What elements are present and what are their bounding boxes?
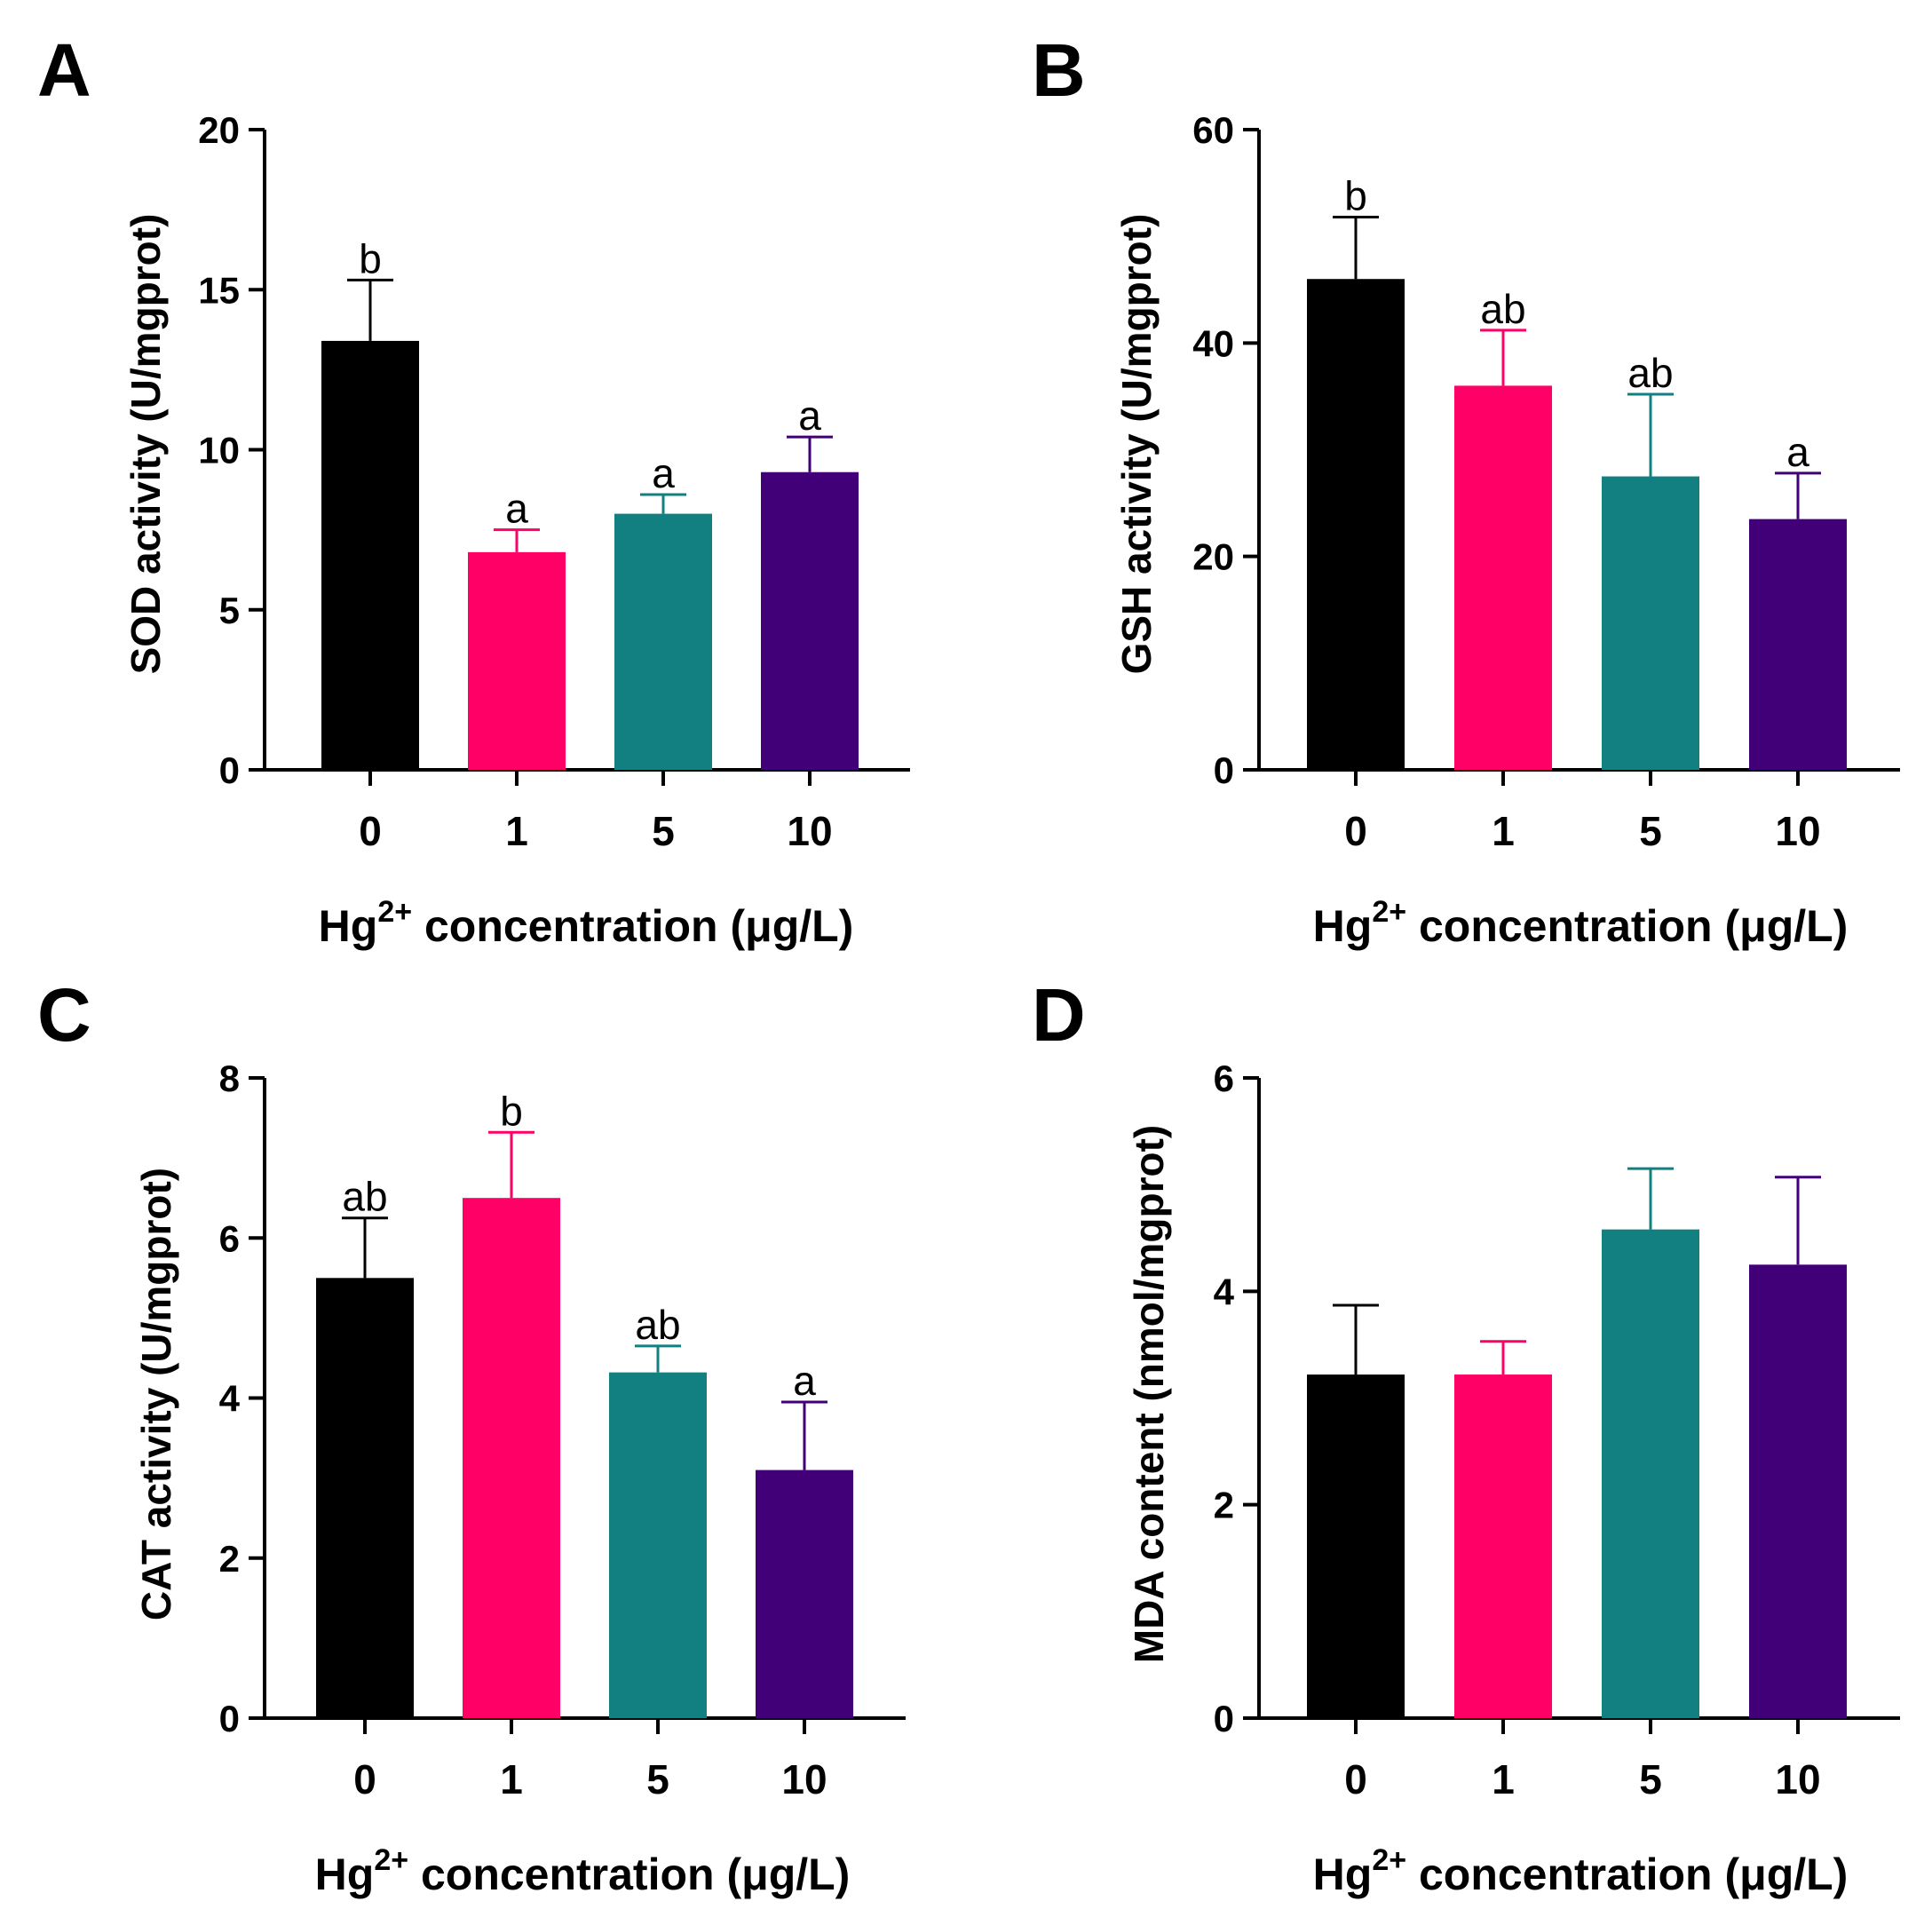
panel-b-xtick-label: 10 xyxy=(1775,808,1820,854)
panel-c-bar-0 xyxy=(316,1278,414,1718)
panel-a-xtick-label: 5 xyxy=(652,808,675,854)
panel-b-sig-letter-10: a xyxy=(1786,429,1809,475)
panel-c-letter: C xyxy=(37,973,91,1057)
panel-b-bar-0 xyxy=(1307,279,1405,770)
panel-a-xtick-label: 10 xyxy=(787,808,832,854)
panel-b-bar-10 xyxy=(1749,519,1847,770)
panel-b-ytick-label: 60 xyxy=(1192,109,1234,151)
panel-a-ytick-label: 15 xyxy=(198,269,240,311)
panel-c-xtick-label: 10 xyxy=(781,1756,827,1802)
panel-a-letter: A xyxy=(37,28,91,112)
panel-d-letter: D xyxy=(1032,973,1086,1057)
chart-panel-d: D 0 2 4 6 MDA content (nmol/mgprot) 0 1 5 10 Hg2+ … xyxy=(1032,973,1900,1899)
chart-panel-a: A 0 5 10 15 20 SOD activity (U/mgprot) b 0 a 1 a 5 a 1… xyxy=(37,28,910,951)
panel-c-xtick-label: 0 xyxy=(353,1756,376,1802)
panel-c-ytick-label: 6 xyxy=(219,1217,240,1259)
panel-d-x-axis-label: Hg2+ concentration (μg/L) xyxy=(1313,1843,1849,1899)
panel-b-xtick-label: 1 xyxy=(1492,808,1515,854)
panel-a-ytick-label: 10 xyxy=(198,430,240,471)
panel-d-bar-5 xyxy=(1602,1229,1699,1718)
panel-b-sig-letter-5: ab xyxy=(1627,350,1673,396)
panel-c-ytick-label: 4 xyxy=(219,1378,241,1420)
panel-b-sig-letter-0: b xyxy=(1344,173,1367,219)
panel-d-bar-0 xyxy=(1307,1374,1405,1718)
panel-c-sig-letter-10: a xyxy=(793,1358,816,1404)
panel-c-ytick-label: 0 xyxy=(219,1698,240,1739)
chart-panel-b: B 0 20 40 60 GSH activity (U/mgprot) b 0 ab 1 ab 5 a… xyxy=(1032,28,1900,951)
panel-a-sig-letter-1: a xyxy=(505,486,528,532)
panel-a-ytick-label: 5 xyxy=(219,590,240,631)
panel-c-sig-letter-0: ab xyxy=(342,1174,387,1220)
panel-c-bar-10 xyxy=(756,1469,853,1718)
panel-b-ytick-label: 40 xyxy=(1192,322,1234,364)
panel-a-bar-0 xyxy=(321,340,419,770)
panel-a-xtick-label: 0 xyxy=(359,808,382,854)
panel-d-ytick-label: 0 xyxy=(1214,1698,1234,1739)
panel-a-ytick-label: 0 xyxy=(219,749,240,791)
panel-a-bar-1 xyxy=(468,551,566,770)
panel-b-xtick-label: 0 xyxy=(1344,808,1367,854)
panel-c-sig-letter-1: b xyxy=(500,1088,523,1134)
panel-d-bar-10 xyxy=(1749,1264,1847,1718)
panel-b-ytick-label: 0 xyxy=(1214,749,1234,791)
panel-b-x-axis-label: Hg2+ concentration (μg/L) xyxy=(1313,895,1849,951)
panel-b-letter: B xyxy=(1032,28,1086,112)
panel-b-bar-5 xyxy=(1602,476,1699,770)
panel-c-y-axis-label: CAT activity (U/mgprot) xyxy=(133,1168,179,1620)
panel-d-xtick-label: 1 xyxy=(1492,1756,1515,1802)
panel-d-bar-1 xyxy=(1454,1374,1552,1718)
panel-b-xtick-label: 5 xyxy=(1639,808,1662,854)
panel-a-sig-letter-0: b xyxy=(359,235,382,281)
panel-a-bar-10 xyxy=(761,471,859,770)
panel-d-ytick-label: 6 xyxy=(1214,1058,1234,1099)
panel-d-y-axis-label: MDA content (nmol/mgprot) xyxy=(1126,1125,1172,1663)
panel-d-xtick-label: 0 xyxy=(1344,1756,1367,1802)
panel-c-bar-1 xyxy=(463,1198,560,1718)
panel-a-ytick-label: 20 xyxy=(198,109,240,151)
panel-d-ytick-label: 2 xyxy=(1214,1485,1234,1526)
panel-c-bar-5 xyxy=(609,1372,707,1718)
panel-b-sig-letter-1: ab xyxy=(1480,286,1525,332)
panel-c-sig-letter-5: ab xyxy=(635,1302,680,1348)
panel-a-sig-letter-5: a xyxy=(652,450,675,496)
panel-c-ytick-label: 8 xyxy=(219,1058,240,1099)
panel-a-y-axis-label: SOD activity (U/mgprot) xyxy=(123,214,169,675)
panel-d-ytick-label: 4 xyxy=(1214,1271,1235,1312)
panel-d-xtick-label: 5 xyxy=(1639,1756,1662,1802)
panel-c-ytick-label: 2 xyxy=(219,1538,240,1580)
panel-a-bar-5 xyxy=(614,513,712,770)
panel-c-xtick-label: 1 xyxy=(500,1756,523,1802)
panel-a-x-axis-label: Hg2+ concentration (μg/L) xyxy=(319,895,854,951)
panel-b-ytick-label: 20 xyxy=(1192,536,1234,578)
panel-a-xtick-label: 1 xyxy=(505,808,528,854)
panel-b-bar-1 xyxy=(1454,385,1552,770)
panel-c-x-axis-label: Hg2+ concentration (μg/L) xyxy=(315,1843,851,1899)
panel-b-y-axis-label: GSH activity (U/mgprot) xyxy=(1113,214,1160,675)
panel-a-sig-letter-10: a xyxy=(798,392,821,439)
chart-panel-c: C 0 2 4 6 8 CAT activity (U/mgprot) ab 0 b 1 ab 5 a 10… xyxy=(37,973,906,1899)
panel-d-xtick-label: 10 xyxy=(1775,1756,1820,1802)
panel-c-xtick-label: 5 xyxy=(646,1756,669,1802)
